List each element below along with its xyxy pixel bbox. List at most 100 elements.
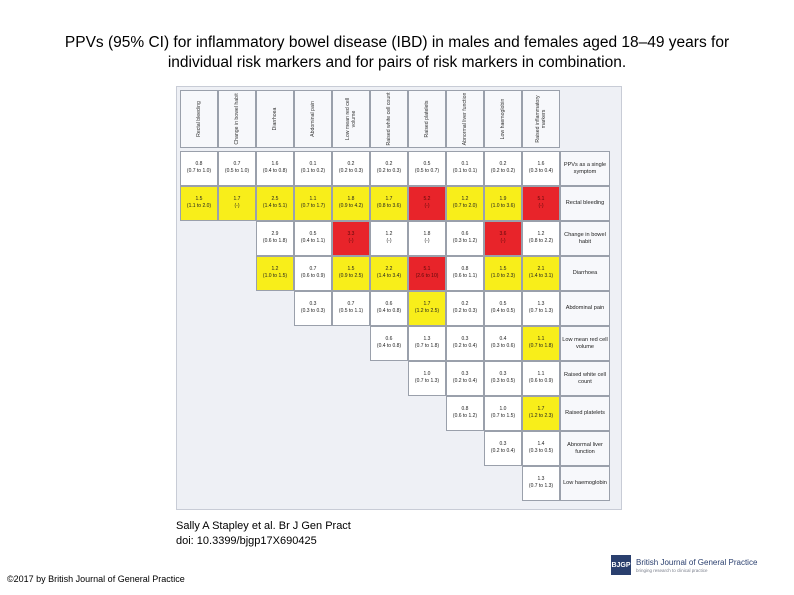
title-line-1: PPVs (95% CI) for inflammatory bowel dis… xyxy=(64,34,730,51)
ppv-cell: 3.3 (-) xyxy=(332,221,370,256)
ppv-cell: 1.8 (-) xyxy=(408,221,446,256)
ppv-cell: 0.4 (0.3 to 0.6) xyxy=(484,326,522,361)
ppv-value: 1.8 xyxy=(423,231,431,237)
ppv-value: 1.2 xyxy=(461,196,469,202)
ppv-value: 0.3 xyxy=(499,371,507,377)
ppv-value: 0.1 xyxy=(309,161,317,167)
ppv-ci: (0.5 to 1.0) xyxy=(224,168,250,174)
ppv-ci: (0.6 to 1.2) xyxy=(452,413,478,419)
ppv-cell: 1.5 (1.1 to 2.0) xyxy=(180,186,218,221)
ppv-cell: 0.7 (0.5 to 1.0) xyxy=(218,151,256,186)
ppv-cell: 0.3 (0.3 to 0.3) xyxy=(294,291,332,326)
ppv-value: 0.3 xyxy=(461,371,469,377)
row-label: Abnormal liver function xyxy=(560,431,610,466)
column-header-label: Low mean red cell volume xyxy=(345,97,357,141)
ppv-ci: (0.2 to 0.4) xyxy=(452,378,478,384)
ppv-ci: (0.5 to 0.7) xyxy=(414,168,440,174)
ppv-value: 0.6 xyxy=(385,301,393,307)
ppv-value: 5.2 xyxy=(423,196,431,202)
ppv-value: 1.0 xyxy=(499,406,507,412)
ppv-ci: (0.2 to 0.4) xyxy=(490,448,516,454)
ppv-ci: (0.1 to 0.1) xyxy=(452,168,478,174)
ppv-ci: (0.7 to 1.0) xyxy=(186,168,212,174)
ppv-ci: (0.3 to 0.5) xyxy=(490,378,516,384)
ppv-ci: (0.3 to 0.3) xyxy=(300,308,326,314)
column-header: Low mean red cell volume xyxy=(332,90,370,148)
ppv-ci: (1.0 to 3.6) xyxy=(490,203,516,209)
ppv-cell: 0.5 (0.4 to 0.5) xyxy=(484,291,522,326)
ppv-value: 1.5 xyxy=(347,266,355,272)
row-label: Low haemoglobin xyxy=(560,466,610,501)
ppv-value: 2.1 xyxy=(537,266,545,272)
ppv-cell: 0.3 (0.2 to 0.4) xyxy=(446,361,484,396)
ppv-cell: 1.3 (0.7 to 1.3) xyxy=(522,466,560,501)
ppv-value: 0.3 xyxy=(309,301,317,307)
ppv-value: 5.1 xyxy=(537,196,545,202)
ppv-value: 1.7 xyxy=(233,196,241,202)
ppv-value: 1.2 xyxy=(537,231,545,237)
ppv-ci: (0.4 to 0.8) xyxy=(376,343,402,349)
citation-authors: Sally A Stapley et al. Br J Gen Pract xyxy=(176,520,351,532)
column-header-label: Raised platelets xyxy=(424,100,430,138)
ppv-cell: 0.6 (0.3 to 1.2) xyxy=(446,221,484,256)
ppv-cell: 2.1 (1.4 to 3.1) xyxy=(522,256,560,291)
ppv-cell: 0.7 (0.5 to 1.1) xyxy=(332,291,370,326)
ppv-value: 0.5 xyxy=(309,231,317,237)
ppv-value: 1.1 xyxy=(537,371,545,377)
ppv-value: 2.2 xyxy=(385,266,393,272)
ppv-value: 1.7 xyxy=(385,196,393,202)
ppv-cell: 0.3 (0.2 to 0.4) xyxy=(446,326,484,361)
ppv-cell: 1.2 (1.0 to 1.5) xyxy=(256,256,294,291)
ppv-value: 1.3 xyxy=(423,336,431,342)
ppv-ci: (1.0 to 2.3) xyxy=(490,273,516,279)
ppv-cell: 1.5 (0.9 to 2.5) xyxy=(332,256,370,291)
row-label: Raised white cell count xyxy=(560,361,610,396)
column-header-label: Low haemoglobin xyxy=(500,98,506,140)
ppv-cell: 0.3 (0.2 to 0.4) xyxy=(484,431,522,466)
ppv-ci: (0.7 to 1.8) xyxy=(414,343,440,349)
ppv-cell: 0.2 (0.2 to 0.3) xyxy=(370,151,408,186)
ppv-value: 0.8 xyxy=(461,406,469,412)
ppv-ci: (1.4 to 3.1) xyxy=(528,273,554,279)
column-header-label: Rectal bleeding xyxy=(196,101,202,137)
ppv-cell: 1.3 (0.7 to 1.8) xyxy=(408,326,446,361)
ppv-ci: (0.7 to 1.3) xyxy=(528,308,554,314)
ppv-cell: 5.1 (2.6 to 10) xyxy=(408,256,446,291)
ppv-ci: (2.6 to 10) xyxy=(415,273,439,279)
ppv-cell: 1.5 (1.0 to 2.3) xyxy=(484,256,522,291)
ppv-cell: 1.7 (0.8 to 3.6) xyxy=(370,186,408,221)
ppv-cell: 0.5 (0.5 to 0.7) xyxy=(408,151,446,186)
ppv-cell: 1.2 (-) xyxy=(370,221,408,256)
column-header: Raised white cell count xyxy=(370,90,408,148)
ppv-value: 1.2 xyxy=(385,231,393,237)
ppv-ci: (1.0 to 1.5) xyxy=(262,273,288,279)
column-header: Rectal bleeding xyxy=(180,90,218,148)
ppv-cell: 3.6 (-) xyxy=(484,221,522,256)
ppv-value: 3.6 xyxy=(499,231,507,237)
row-label: Raised platelets xyxy=(560,396,610,431)
citation-doi: doi: 10.3399/bjgp17X690425 xyxy=(176,535,317,547)
column-header-label: Diarrhoea xyxy=(272,107,278,131)
column-header-label: Abnormal liver function xyxy=(462,92,468,146)
ppv-ci: (0.3 to 0.4) xyxy=(528,168,554,174)
row-label: Abdominal pain xyxy=(560,291,610,326)
ppv-value: 0.4 xyxy=(499,336,507,342)
ppv-ci: (0.9 to 2.5) xyxy=(338,273,364,279)
column-header-label: Raised inflammatory markers xyxy=(535,95,547,143)
ppv-cell: 1.1 (0.7 to 1.8) xyxy=(522,326,560,361)
ppv-cell: 5.2 (-) xyxy=(408,186,446,221)
ppv-value: 1.1 xyxy=(537,336,545,342)
ppv-cell: 0.2 (0.2 to 0.3) xyxy=(446,291,484,326)
ppv-value: 0.5 xyxy=(499,301,507,307)
ppv-cell: 1.2 (0.7 to 2.0) xyxy=(446,186,484,221)
ppv-ci: (0.2 to 0.2) xyxy=(490,168,516,174)
ppv-ci: (0.2 to 0.3) xyxy=(338,168,364,174)
ppv-value: 0.2 xyxy=(499,161,507,167)
ppv-value: 1.3 xyxy=(537,301,545,307)
journal-name: British Journal of General Practice xyxy=(636,558,758,567)
column-header: Diarrhoea xyxy=(256,90,294,148)
ppv-value: 1.5 xyxy=(499,266,507,272)
title-line-2: individual risk markers and for pairs of… xyxy=(167,54,627,71)
ppv-value: 1.8 xyxy=(347,196,355,202)
ppv-value: 3.3 xyxy=(347,231,355,237)
